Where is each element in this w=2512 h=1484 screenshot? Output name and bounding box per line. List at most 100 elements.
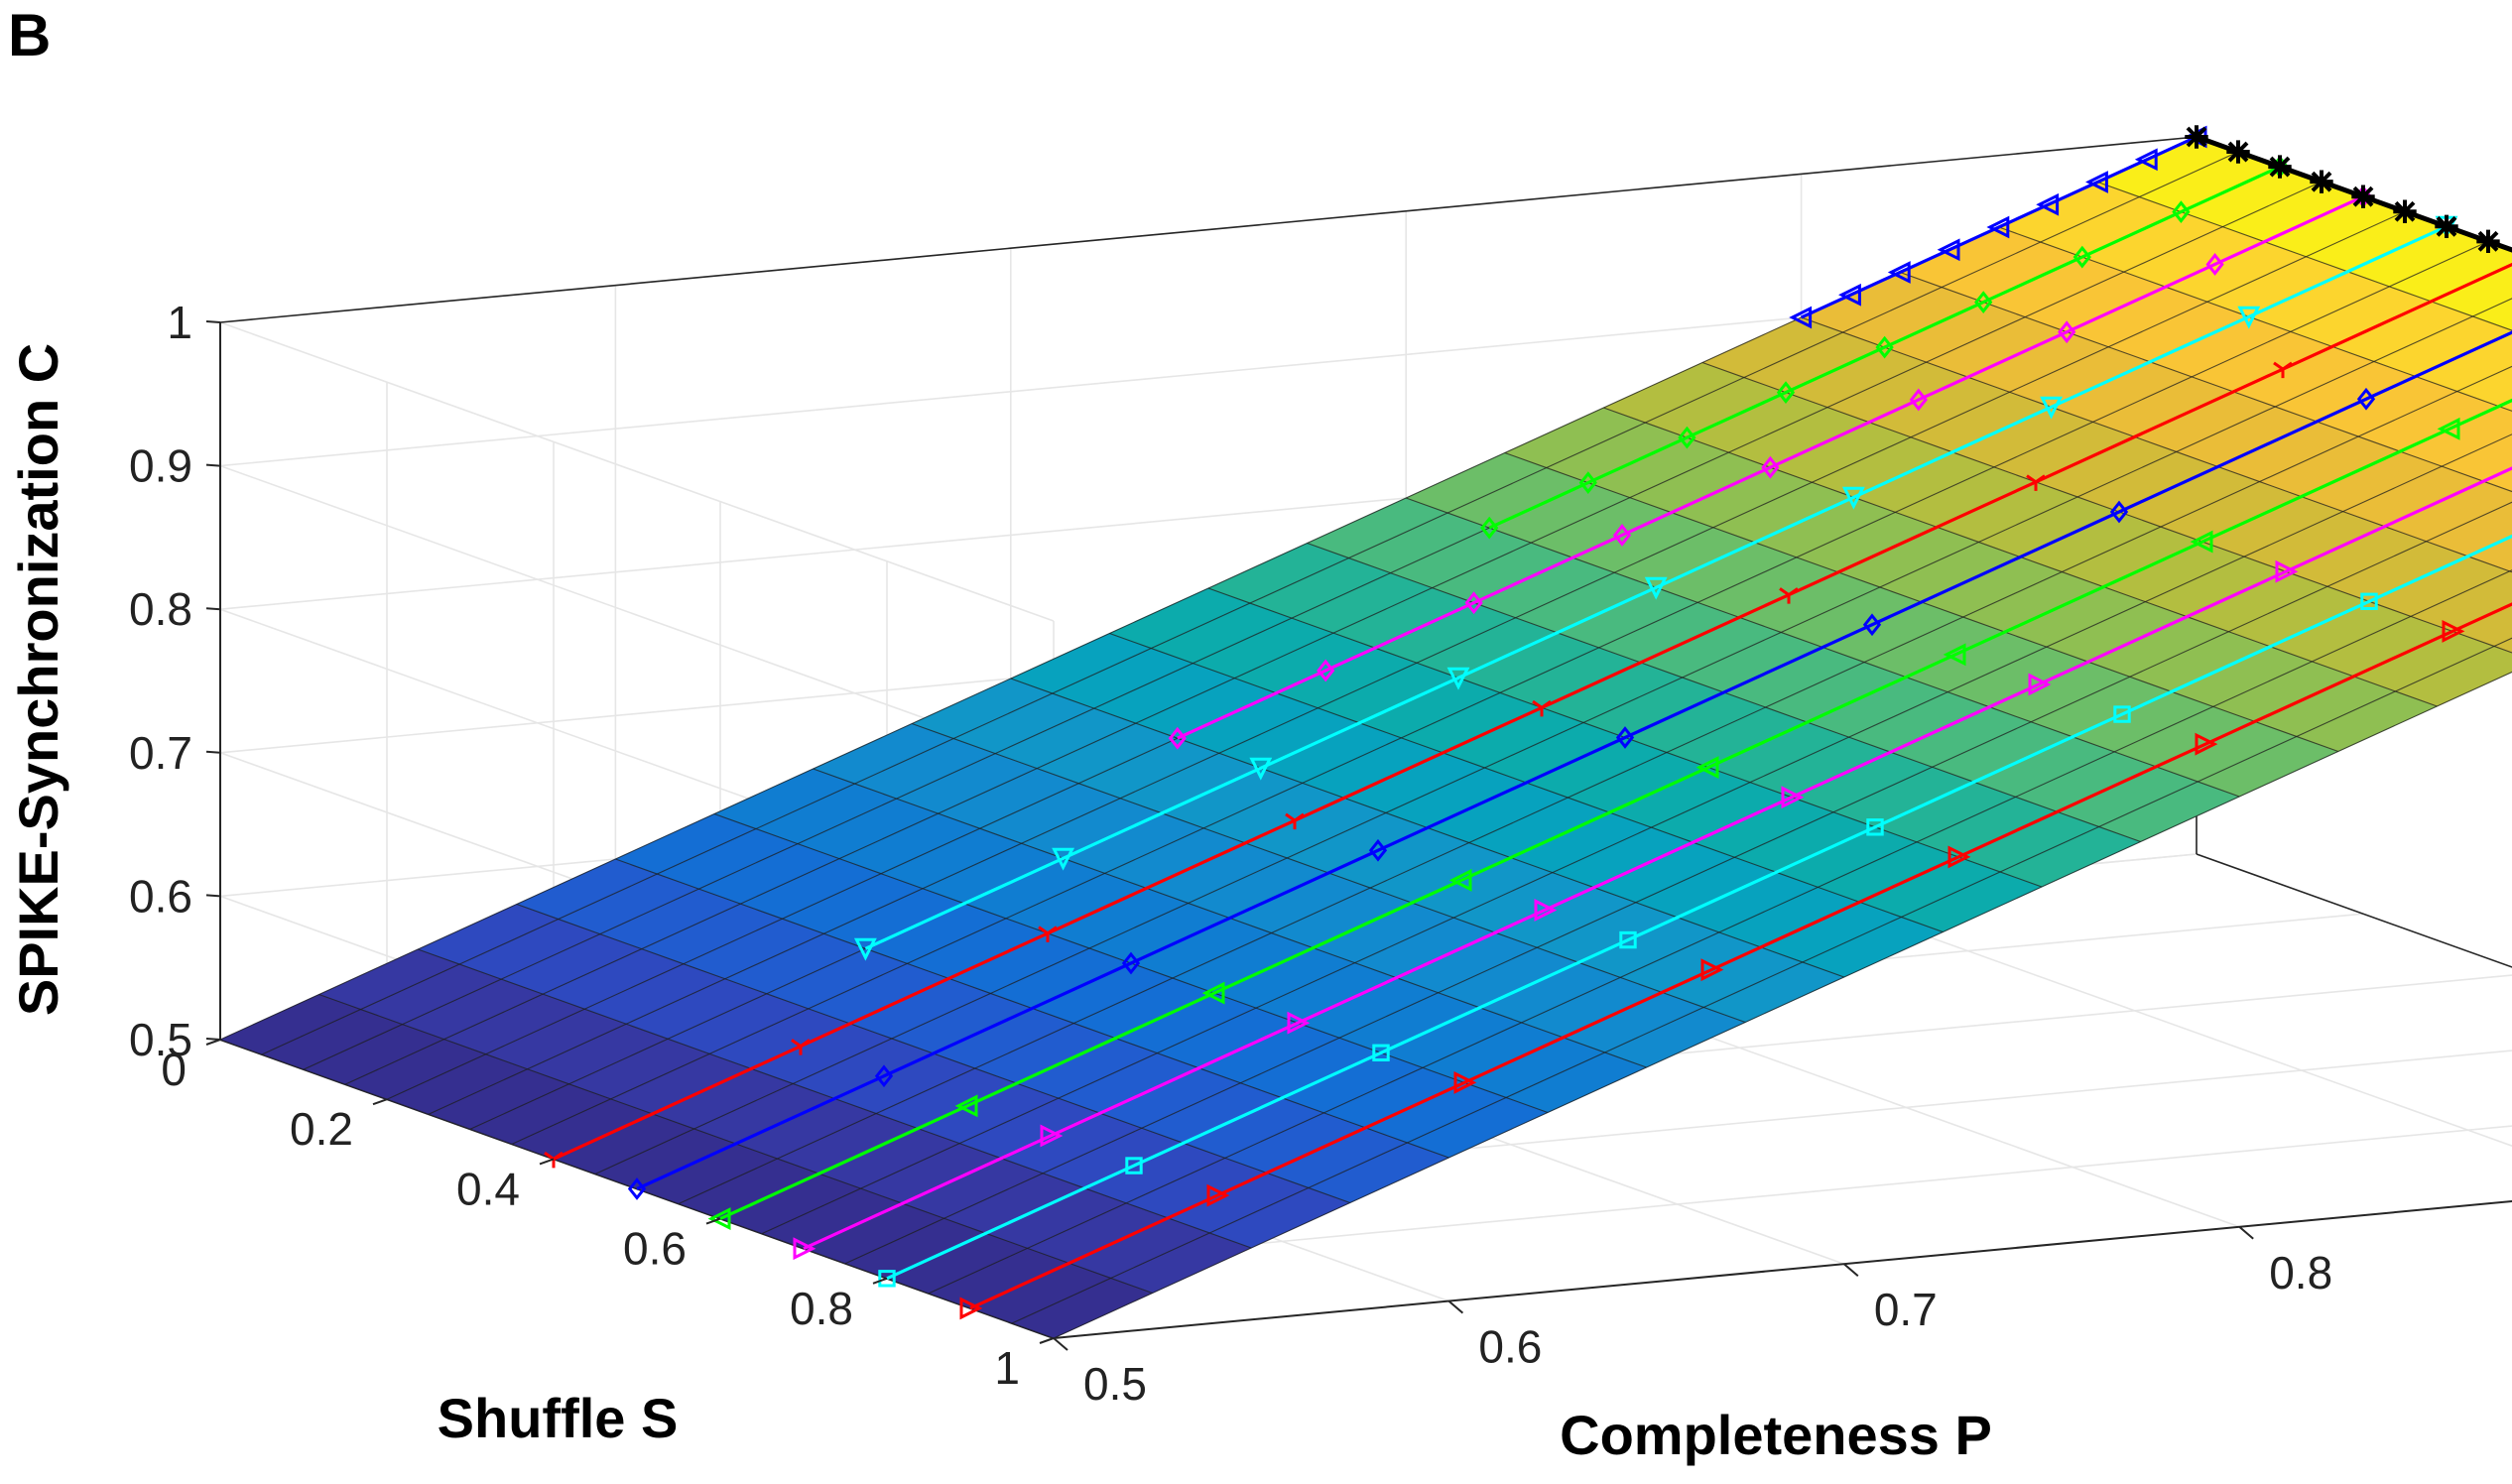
series-marker <box>1317 659 1335 682</box>
series-marker <box>1052 847 1075 871</box>
series-marker <box>1038 926 1058 942</box>
x-tick-label: 0.5 <box>1083 1358 1147 1410</box>
series-marker <box>627 1177 647 1200</box>
series-line-0 <box>1800 135 2198 319</box>
mesh-line-s <box>594 298 2512 1175</box>
x-tick-mark <box>1053 1337 1068 1351</box>
series-marker <box>1947 845 1971 869</box>
series-marker <box>1841 486 1865 510</box>
series-line-10 <box>2196 134 2512 253</box>
series-marker <box>1866 818 1884 836</box>
z-tick-mark <box>205 320 221 323</box>
series-marker <box>2026 474 2046 491</box>
grid-x-floor-5 <box>2196 853 2512 968</box>
series-marker <box>2072 245 2091 269</box>
series-9 <box>959 602 2512 1320</box>
series-marker <box>1121 951 1141 975</box>
y-tick-label: 0.2 <box>290 1103 353 1155</box>
series-marker <box>2195 732 2218 756</box>
series-marker <box>2273 361 2293 379</box>
series-marker <box>1287 1011 1311 1035</box>
mesh-line-s <box>428 210 2406 1115</box>
series-line-8 <box>886 534 2512 1281</box>
series-marker <box>2058 320 2076 344</box>
x-tick-label: 0.8 <box>2269 1247 2332 1298</box>
series-marker <box>2109 500 2129 524</box>
series-marker <box>1249 757 1273 781</box>
series-marker <box>1206 1183 1230 1207</box>
series-marker <box>2393 199 2417 223</box>
series-marker <box>2310 170 2333 193</box>
series-marker <box>1201 981 1225 1005</box>
y-tick-mark <box>872 1277 888 1285</box>
series-marker <box>1776 381 1796 405</box>
series-line-1 <box>1488 165 2281 530</box>
y-tick-label: 0.6 <box>623 1223 687 1275</box>
x-tick-mark <box>1843 1263 1859 1277</box>
box-back-top <box>219 136 2198 323</box>
series-marker <box>2085 171 2108 193</box>
series-marker <box>2360 592 2378 610</box>
x-tick-label: 0.7 <box>1874 1284 1938 1335</box>
series-marker <box>1368 838 1388 862</box>
series-marker <box>2356 387 2376 411</box>
series-marker <box>1862 613 1882 637</box>
series-10 <box>2185 125 2512 254</box>
data-series <box>544 125 2512 1320</box>
series-marker <box>1887 261 1911 284</box>
mesh-line-s <box>511 240 2489 1145</box>
mesh-line-s <box>928 569 2512 1295</box>
y-tick-mark <box>205 1039 221 1046</box>
series-marker <box>2442 619 2465 643</box>
x-tick-label: 0.6 <box>1478 1321 1542 1373</box>
series-marker <box>2435 214 2458 238</box>
x-axis-line <box>1053 1199 2512 1339</box>
z-tick-label: 0.5 <box>129 1014 192 1065</box>
series-line-3 <box>864 224 2448 950</box>
mesh-line-s <box>678 365 2512 1205</box>
series-marker <box>707 1207 731 1231</box>
series-marker <box>2205 253 2224 276</box>
series-marker <box>1789 306 1813 329</box>
series-marker <box>1696 756 1719 780</box>
series-marker <box>2172 200 2191 224</box>
series-marker <box>1644 576 1668 600</box>
z-tick-mark <box>205 894 221 898</box>
series-marker <box>1943 643 1966 667</box>
series-marker <box>1974 291 1993 314</box>
series-marker <box>2226 140 2250 164</box>
series-marker <box>2036 192 2060 216</box>
mesh-line-s <box>1053 671 2512 1339</box>
axis-ticks: 0.5 0.6 0.7 0.8 0.9 1 0 0.2 0.4 0.6 0.8 1 0.5 0.6 0.7 0… <box>129 297 2332 1410</box>
series-line-5 <box>636 330 2512 1190</box>
series-marker <box>1615 726 1635 749</box>
series-marker <box>791 1039 811 1055</box>
series-marker <box>2275 559 2299 583</box>
series-6 <box>707 398 2512 1231</box>
series-marker <box>2237 306 2261 329</box>
grid-z-side-5 <box>219 321 1055 622</box>
z-axis-label: SPIKE-Synchronization C <box>7 343 69 1016</box>
series-marker <box>1446 667 1470 690</box>
series-marker <box>2437 417 2460 440</box>
series-marker <box>544 1151 564 1169</box>
mesh-line-s <box>761 433 2512 1235</box>
series-marker <box>1578 471 1597 495</box>
series-marker <box>1678 426 1696 449</box>
series-7 <box>793 466 2512 1261</box>
z-tick-label: 1 <box>167 297 192 348</box>
series-marker <box>2113 705 2131 723</box>
series-marker <box>1534 899 1558 922</box>
series-marker <box>1875 335 1894 359</box>
series-marker <box>1480 516 1499 540</box>
series-marker <box>2040 396 2064 420</box>
series-1 <box>1480 155 2290 540</box>
series-marker <box>954 1094 978 1118</box>
mesh-line-s <box>344 181 2323 1085</box>
series-marker <box>2134 148 2158 172</box>
series-marker <box>1781 786 1805 809</box>
y-tick-mark <box>372 1098 388 1106</box>
z-tick-mark <box>205 750 221 754</box>
grid-z-side-4 <box>219 464 1055 766</box>
series-marker <box>2185 125 2208 149</box>
